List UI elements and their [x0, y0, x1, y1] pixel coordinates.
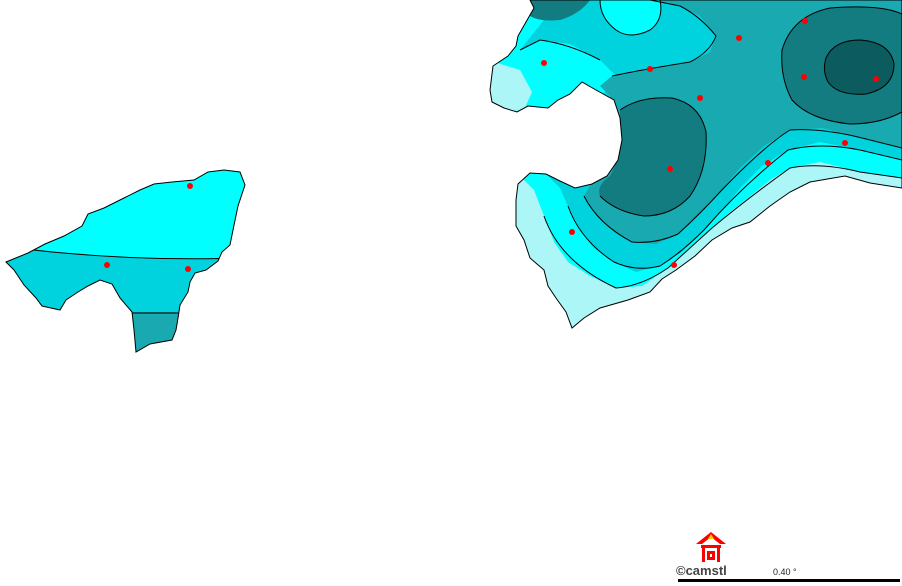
- contour-band-level5: [599, 97, 707, 216]
- station-marker: [104, 262, 110, 268]
- island-band-level3: [6, 246, 240, 352]
- station-marker: [569, 229, 575, 235]
- scale-label: 0.40 °: [773, 567, 797, 577]
- station-marker: [667, 166, 673, 172]
- station-marker: [697, 95, 703, 101]
- copyright-text: ©camstl: [676, 563, 727, 578]
- mainland-region: [490, 0, 902, 328]
- station-marker: [541, 60, 547, 66]
- mainland-coastline: [489, 0, 902, 329]
- station-marker: [671, 262, 677, 268]
- contour-lines: [519, 0, 902, 289]
- station-marker: [185, 266, 191, 272]
- red-gate-logo-icon: [692, 530, 730, 564]
- station-marker: [801, 74, 807, 80]
- station-markers: [104, 18, 879, 272]
- island-band-level4: [120, 312, 200, 352]
- station-marker: [765, 160, 771, 166]
- contour-band-level5-north: [528, 0, 590, 21]
- contour-band-level1-west: [490, 60, 532, 112]
- island-region: [6, 170, 245, 352]
- contour-band-level2-north: [600, 0, 661, 35]
- scale-bar: [678, 579, 900, 582]
- station-marker: [842, 140, 848, 146]
- station-marker: [647, 66, 653, 72]
- station-marker: [736, 35, 742, 41]
- station-marker: [802, 18, 808, 24]
- station-marker: [187, 183, 193, 189]
- island-coastline: [5, 169, 246, 353]
- station-marker: [873, 76, 879, 82]
